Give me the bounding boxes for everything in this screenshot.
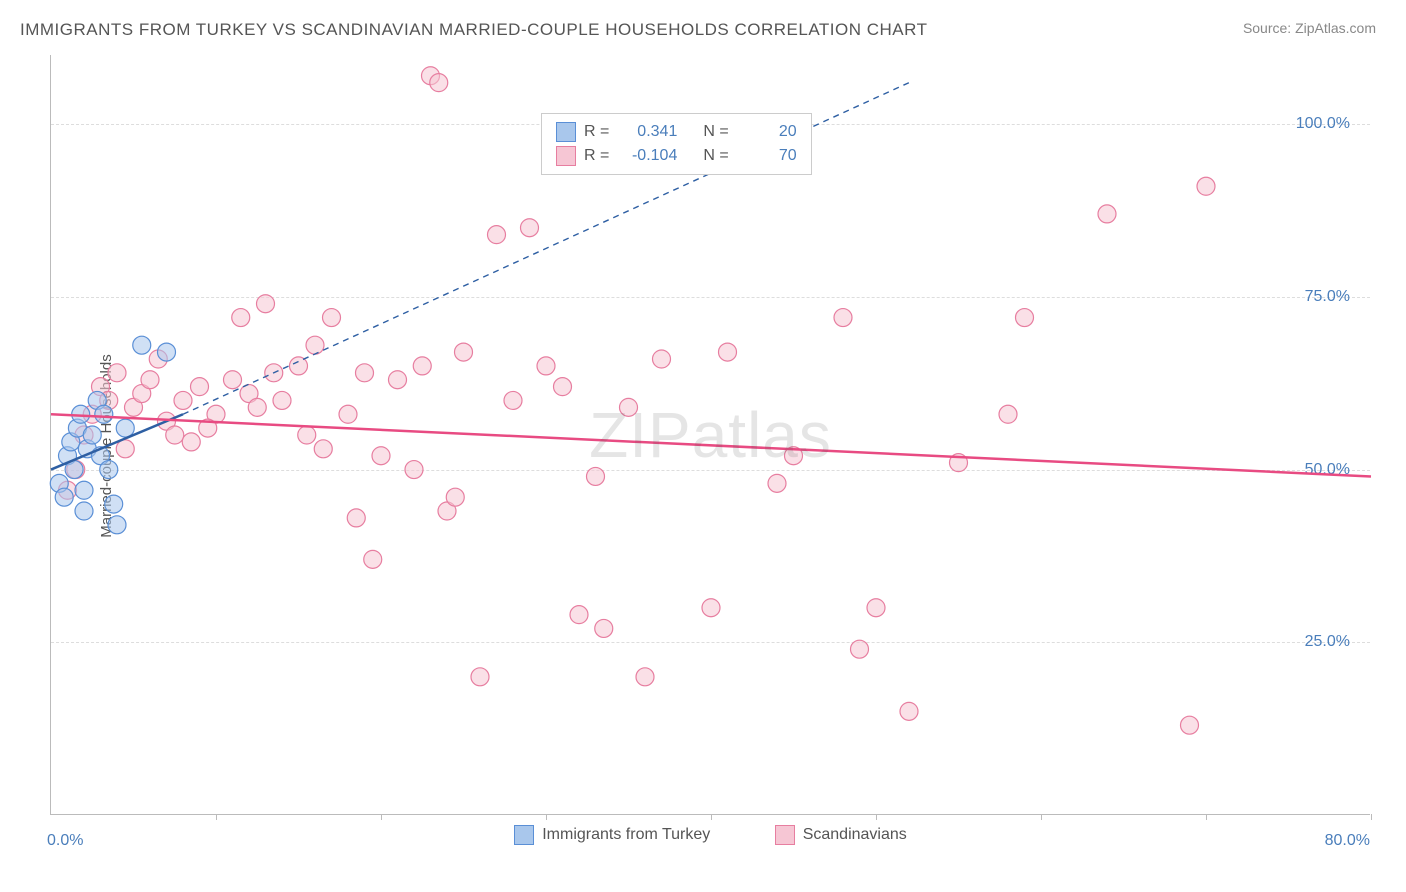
series1-name: Immigrants from Turkey [542,826,710,844]
data-point [108,364,126,382]
data-point [1197,177,1215,195]
r-label: R = [584,123,609,141]
data-point [182,433,200,451]
data-point [1098,205,1116,223]
data-point [95,405,113,423]
data-point [174,391,192,409]
data-point [488,226,506,244]
data-point [224,371,242,389]
data-point [306,336,324,354]
data-point [537,357,555,375]
swatch-series2 [556,146,576,166]
legend-item-series1: Immigrants from Turkey [514,825,710,845]
data-point [521,219,539,237]
data-point [232,309,250,327]
data-point [158,343,176,361]
data-point [323,309,341,327]
data-point [851,640,869,658]
data-point [290,357,308,375]
r-value-series1: 0.341 [617,123,677,141]
r-value-series2: -0.104 [617,147,677,165]
data-point [999,405,1017,423]
data-point [347,509,365,527]
data-point [446,488,464,506]
data-point [273,391,291,409]
data-point [620,398,638,416]
x-tick [1041,814,1042,820]
data-point [768,474,786,492]
data-point [55,488,73,506]
data-point [389,371,407,389]
n-value-series1: 20 [737,123,797,141]
data-point [636,668,654,686]
data-point [364,550,382,568]
x-tick [216,814,217,820]
data-point [339,405,357,423]
data-point [257,295,275,313]
series2-name: Scandinavians [803,826,907,844]
swatch-series1 [556,122,576,142]
data-point [471,668,489,686]
n-value-series2: 70 [737,147,797,165]
plot-area: 25.0%50.0%75.0%100.0% ZIPatlas R = 0.341… [50,55,1370,815]
data-point [116,440,134,458]
data-point [298,426,316,444]
data-point [75,502,93,520]
data-point [166,426,184,444]
r-label: R = [584,147,609,165]
data-point [702,599,720,617]
swatch-series2-bottom [775,825,795,845]
x-tick [1371,814,1372,820]
data-point [719,343,737,361]
x-max-label: 80.0% [1325,832,1370,850]
data-point [314,440,332,458]
x-tick [1206,814,1207,820]
legend-item-series2: Scandinavians [775,825,907,845]
data-point [108,516,126,534]
bottom-legend: Immigrants from Turkey Scandinavians [51,825,1370,850]
data-point [900,702,918,720]
source-label: Source: ZipAtlas.com [1243,20,1376,36]
data-point [595,619,613,637]
data-point [834,309,852,327]
chart-title: IMMIGRANTS FROM TURKEY VS SCANDINAVIAN M… [20,20,928,40]
data-point [100,461,118,479]
data-point [1181,716,1199,734]
data-point [867,599,885,617]
x-tick [711,814,712,820]
legend-stats-box: R = 0.341 N = 20 R = -0.104 N = 70 [541,113,812,175]
data-point [372,447,390,465]
data-point [133,336,151,354]
data-point [105,495,123,513]
legend-row-series2: R = -0.104 N = 70 [556,144,797,168]
data-point [83,426,101,444]
n-label: N = [703,147,728,165]
data-point [455,343,473,361]
data-point [413,357,431,375]
data-point [587,467,605,485]
data-point [248,398,266,416]
data-point [191,378,209,396]
data-point [75,481,93,499]
x-tick [546,814,547,820]
n-label: N = [703,123,728,141]
data-point [504,391,522,409]
trend-line [51,414,1371,476]
data-point [116,419,134,437]
chart-container: IMMIGRANTS FROM TURKEY VS SCANDINAVIAN M… [0,0,1406,892]
data-point [405,461,423,479]
x-tick [876,814,877,820]
data-point [356,364,374,382]
x-min-label: 0.0% [47,832,83,850]
data-point [653,350,671,368]
data-point [1016,309,1034,327]
x-tick [381,814,382,820]
swatch-series1-bottom [514,825,534,845]
data-point [430,74,448,92]
data-point [141,371,159,389]
data-point [570,606,588,624]
legend-row-series1: R = 0.341 N = 20 [556,120,797,144]
data-point [554,378,572,396]
